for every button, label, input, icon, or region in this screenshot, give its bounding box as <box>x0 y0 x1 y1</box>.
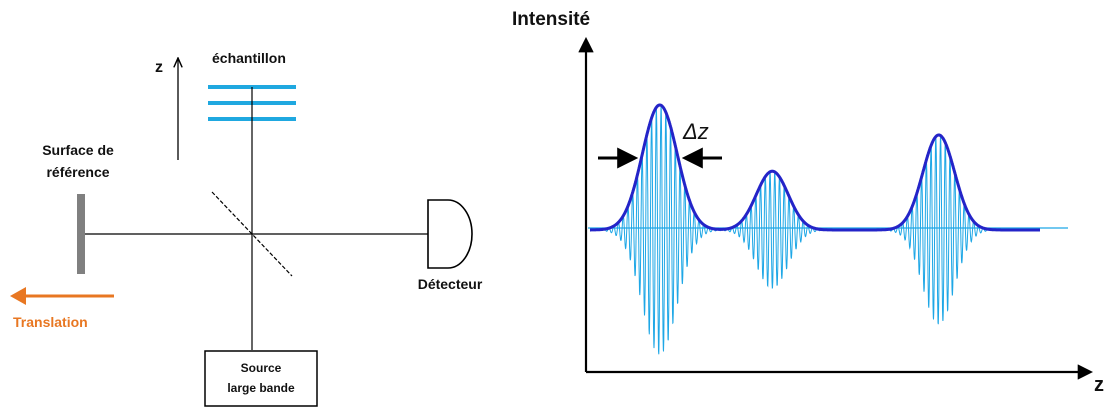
beam-splitter <box>211 191 293 277</box>
source-label-line2: large bande <box>227 381 295 395</box>
source-label-line1: Source <box>241 361 282 375</box>
y-axis-label: Intensité <box>512 9 590 30</box>
interferometer-setup: z échantillon Surface de référence Trans… <box>10 50 483 407</box>
reference-label-line2: référence <box>46 164 109 180</box>
sample-label: échantillon <box>212 50 286 66</box>
reference-mirror <box>77 194 85 274</box>
width-label: Δz <box>682 119 709 144</box>
translation-arrow-head <box>10 287 26 305</box>
interference-fringes <box>590 105 1040 355</box>
z-axis-label: z <box>155 59 163 76</box>
signal-plot: Intensité z Δz <box>512 9 1104 396</box>
detector-label: Détecteur <box>418 276 483 292</box>
x-axis-label: z <box>1094 374 1104 396</box>
translation-label: Translation <box>13 314 88 330</box>
detector-shape <box>427 199 473 269</box>
envelope-curve <box>590 103 1040 232</box>
source-box <box>204 350 318 407</box>
translation-arrow <box>10 287 114 305</box>
reference-label-line1: Surface de <box>42 142 114 158</box>
